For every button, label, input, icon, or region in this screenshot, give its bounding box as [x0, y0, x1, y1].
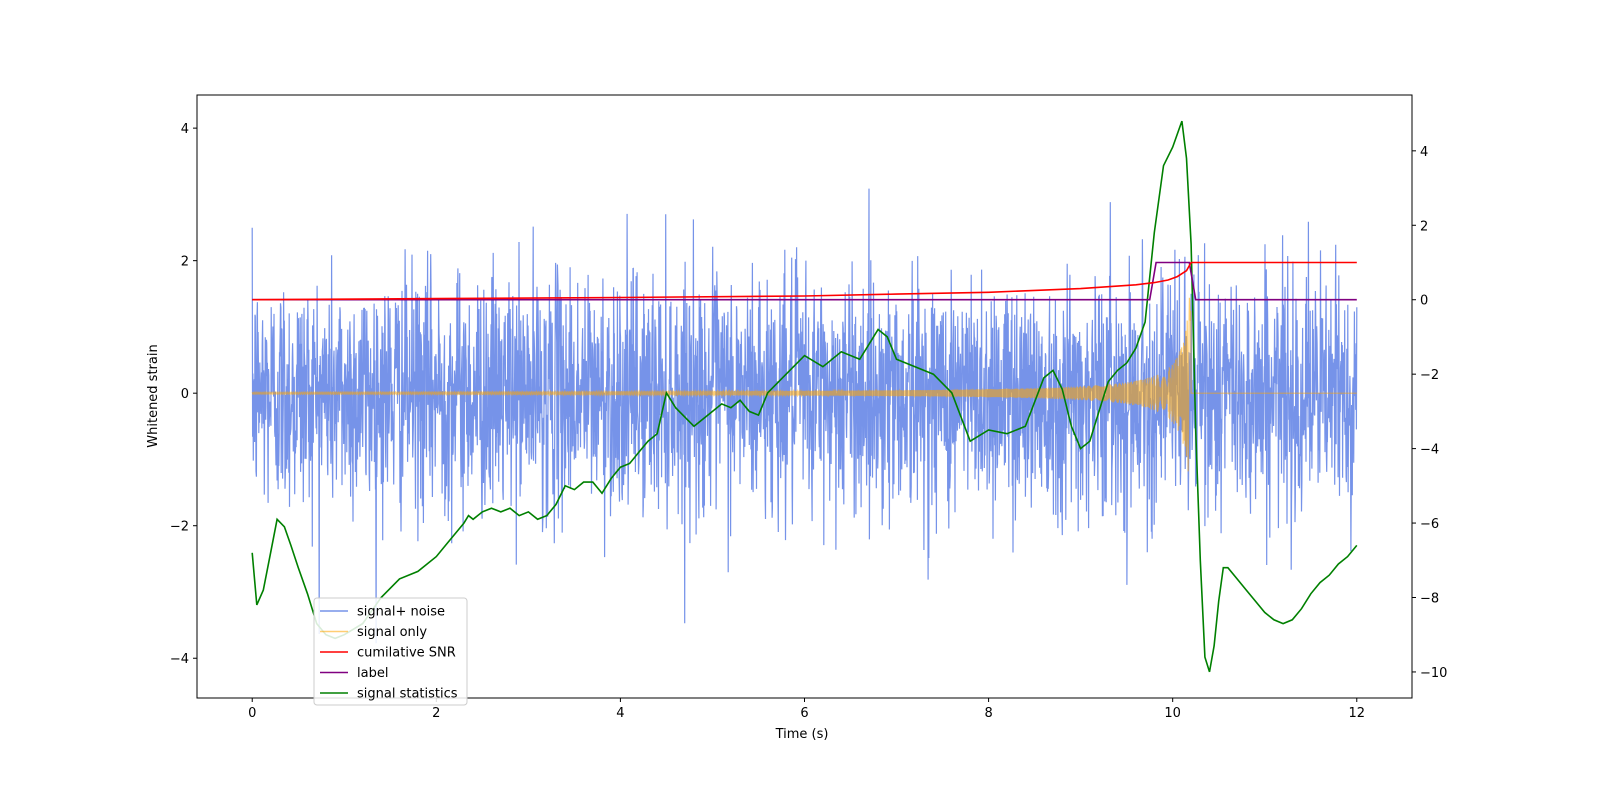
x-tick-label: 8: [984, 706, 992, 721]
y-tick-label: 4: [181, 122, 189, 137]
y-axis-label: Whitened strain: [146, 344, 161, 447]
x-tick-label: 2: [432, 706, 440, 721]
y2-tick-label: 4: [1420, 145, 1428, 160]
x-tick-label: 4: [616, 706, 624, 721]
y2-tick-label: 2: [1420, 219, 1428, 234]
x-tick-label: 6: [800, 706, 808, 721]
x-tick-label: 0: [248, 706, 256, 721]
y2-tick-label: −4: [1420, 443, 1439, 458]
series-signal-only: [251, 297, 1357, 472]
legend-label: signal only: [357, 625, 427, 640]
y2-tick-label: 0: [1420, 294, 1428, 309]
x-axis-label: Time (s): [775, 727, 829, 742]
y2-tick-label: −8: [1420, 592, 1439, 607]
legend-box: [313, 597, 468, 706]
series-signal-statistics: [251, 120, 1358, 673]
series-label: [252, 261, 1357, 301]
legend-label: signal+ noise: [357, 605, 445, 620]
legend-label: cumilative SNR: [357, 646, 456, 661]
y-tick-label: 2: [181, 255, 189, 270]
legend-label: label: [357, 666, 388, 681]
x-tick-label: 12: [1348, 706, 1365, 721]
x-tick-label: 10: [1164, 706, 1181, 721]
legend: signal+ noise signal only cumilative SNR la…: [313, 597, 468, 706]
y-tick-label: −4: [170, 652, 189, 667]
y-tick-label: 0: [181, 387, 189, 402]
legend-label: signal statistics: [357, 687, 458, 702]
y2-tick-label: −10: [1420, 666, 1447, 681]
y-tick-label: −2: [170, 520, 189, 535]
y2-tick-label: −2: [1420, 368, 1439, 383]
series-signal-noise: [251, 188, 1358, 644]
y2-tick-label: −6: [1420, 517, 1439, 532]
series-cumulative-snr: [252, 261, 1357, 301]
